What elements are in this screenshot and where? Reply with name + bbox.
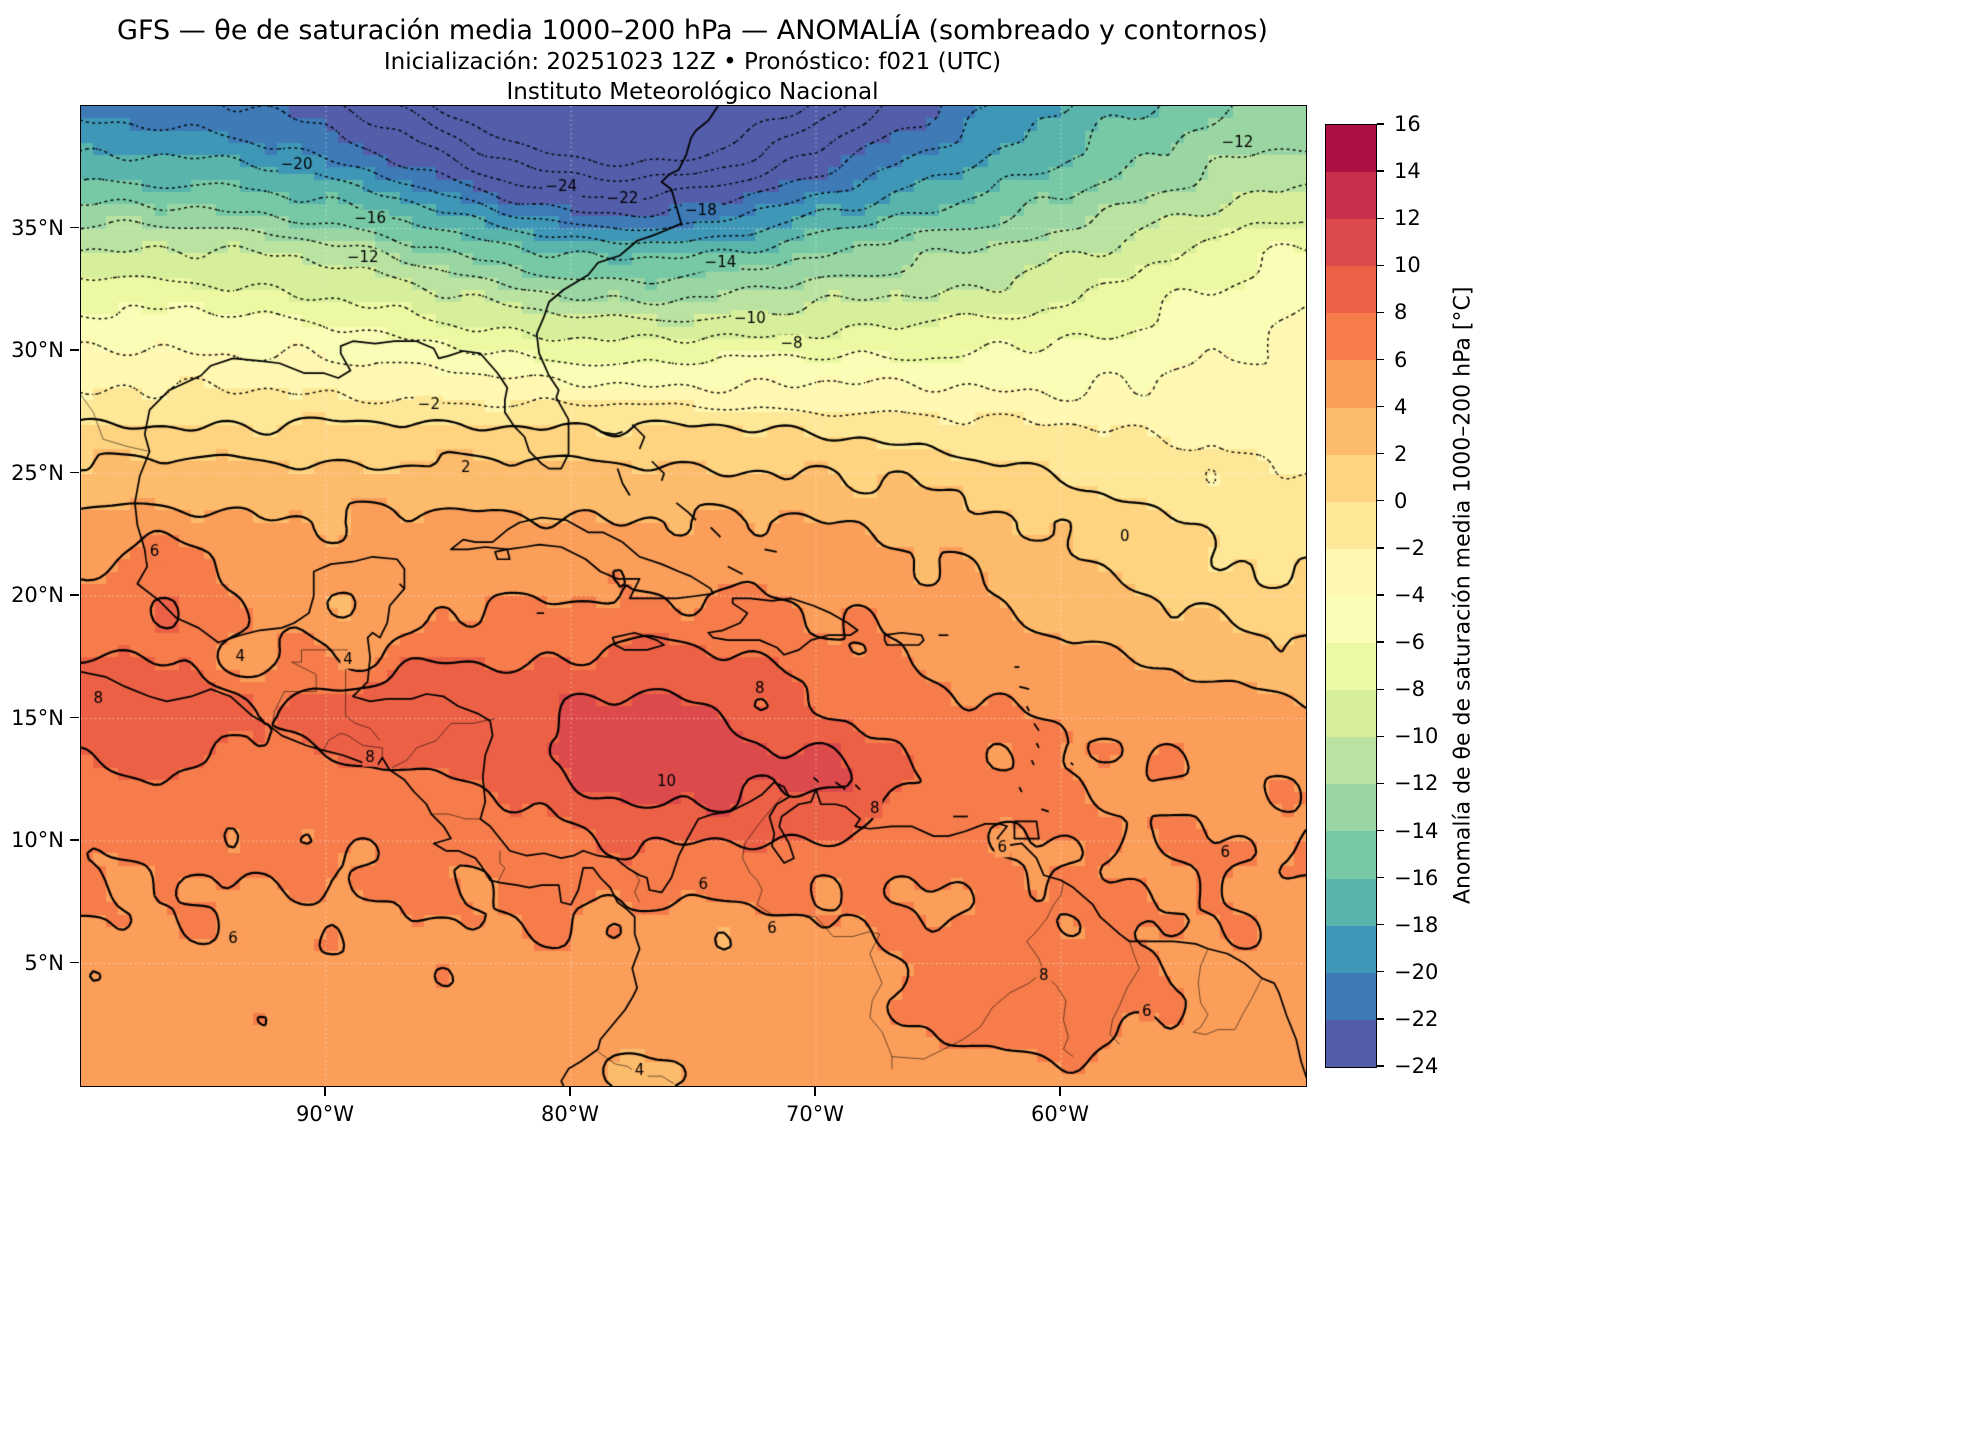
- colorbar-tick-mark: [1377, 217, 1384, 219]
- chart-title: GFS — θe de saturación media 1000–200 hP…: [117, 15, 1268, 46]
- colorbar-tick-label: −12: [1394, 771, 1439, 796]
- y-tick-mark: [70, 471, 79, 474]
- colorbar-tick-label: 14: [1394, 159, 1421, 184]
- y-tick-label: 10°N: [11, 828, 64, 852]
- institution-line: Instituto Meteorológico Nacional: [506, 79, 879, 105]
- x-tick-label: 70°W: [786, 1102, 844, 1126]
- title-block: GFS — θe de saturación media 1000–200 hP…: [80, 14, 1305, 107]
- colorbar-tick-mark: [1377, 829, 1384, 832]
- colorbar-tick-mark: [1377, 405, 1384, 408]
- colorbar-tick-label: 2: [1394, 441, 1408, 466]
- colorbar-bin: [1326, 313, 1376, 361]
- y-tick-label: 5°N: [24, 950, 64, 975]
- colorbar-bin: [1326, 972, 1376, 1020]
- colorbar-tick-label: −8: [1394, 677, 1425, 702]
- colorbar-tick-mark: [1377, 123, 1384, 125]
- colorbar-bin: [1326, 925, 1376, 973]
- colorbar-bin: [1326, 172, 1376, 220]
- y-tick-mark: [70, 961, 79, 964]
- x-tick-mark: [1059, 1087, 1061, 1096]
- colorbar-tick-mark: [1377, 500, 1384, 502]
- colorbar-tick-mark: [1377, 594, 1384, 596]
- y-tick-mark: [70, 349, 79, 351]
- colorbar-bin: [1326, 219, 1376, 267]
- colorbar-tick-mark: [1377, 358, 1384, 361]
- y-tick-mark: [70, 594, 79, 596]
- colorbar-tick-label: 4: [1394, 394, 1408, 419]
- colorbar-bin: [1326, 360, 1376, 408]
- colorbar-bin: [1326, 501, 1376, 549]
- x-tick-mark: [569, 1087, 571, 1096]
- colorbar-tick-label: 8: [1394, 300, 1408, 325]
- colorbar-bin: [1326, 595, 1376, 644]
- colorbar-tick-label: 0: [1394, 488, 1408, 513]
- x-tick-mark: [814, 1087, 816, 1096]
- x-tick-label: 90°W: [296, 1102, 354, 1126]
- colorbar-tick-mark: [1377, 641, 1384, 643]
- colorbar-tick-label: −10: [1394, 724, 1439, 749]
- x-tick-label: 60°W: [1031, 1102, 1089, 1126]
- colorbar-tick-label: −16: [1394, 865, 1439, 890]
- colorbar-bin: [1326, 548, 1376, 596]
- colorbar-tick-mark: [1377, 782, 1384, 785]
- colorbar-bin: [1326, 407, 1376, 455]
- x-tick-label: 80°W: [541, 1102, 599, 1126]
- colorbar-bin: [1326, 454, 1376, 502]
- colorbar-tick-mark: [1377, 311, 1384, 314]
- chart-subtitle: Inicialización: 20251023 12Z • Pronóstic…: [383, 49, 1002, 75]
- colorbar-bin: [1326, 784, 1376, 832]
- colorbar-tick-label: −2: [1394, 535, 1425, 560]
- colorbar-tick-mark: [1377, 924, 1384, 926]
- colorbar-tick-label: 10: [1394, 253, 1421, 278]
- colorbar-tick-mark: [1377, 1018, 1384, 1020]
- colorbar-tick-mark: [1377, 453, 1384, 455]
- colorbar-tick-label: −20: [1394, 959, 1439, 984]
- colorbar-tick-label: −22: [1394, 1006, 1439, 1031]
- y-tick-label: 20°N: [11, 583, 64, 607]
- colorbar-tick-mark: [1377, 735, 1384, 737]
- colorbar-bin: [1326, 643, 1376, 691]
- colorbar-tick-mark: [1377, 688, 1384, 690]
- colorbar-tick-label: −18: [1394, 912, 1439, 937]
- colorbar-tick-mark: [1377, 547, 1384, 549]
- y-tick-label: 35°N: [11, 215, 64, 240]
- map-canvas: [80, 105, 1307, 1087]
- colorbar-tick-mark: [1377, 264, 1384, 266]
- colorbar-tick-label: −14: [1394, 818, 1439, 843]
- colorbar-tick-mark: [1377, 1065, 1384, 1067]
- colorbar-tick-label: 12: [1394, 206, 1421, 231]
- colorbar-bin: [1326, 878, 1376, 926]
- colorbar: [1325, 124, 1377, 1068]
- y-tick-label: 15°N: [11, 705, 64, 730]
- colorbar-tick-mark: [1377, 170, 1384, 172]
- colorbar-tick-label: −6: [1394, 630, 1425, 655]
- colorbar-bin: [1326, 690, 1376, 738]
- colorbar-tick-label: 16: [1394, 112, 1421, 136]
- x-tick-mark: [324, 1087, 326, 1096]
- colorbar-tick-label: 6: [1394, 347, 1408, 372]
- colorbar-bin: [1326, 737, 1376, 785]
- colorbar-bin: [1326, 125, 1376, 173]
- y-tick-mark: [70, 716, 79, 719]
- y-tick-mark: [70, 226, 79, 229]
- y-tick-label: 25°N: [11, 460, 64, 485]
- colorbar-tick-label: −4: [1394, 583, 1425, 607]
- colorbar-bin: [1326, 266, 1376, 314]
- colorbar-bin: [1326, 1019, 1376, 1067]
- colorbar-tick-mark: [1377, 876, 1384, 879]
- y-tick-mark: [70, 839, 79, 841]
- colorbar-tick-label: −24: [1394, 1054, 1439, 1078]
- colorbar-bin: [1326, 831, 1376, 879]
- colorbar-tick-mark: [1377, 971, 1384, 973]
- y-tick-label: 30°N: [11, 338, 64, 362]
